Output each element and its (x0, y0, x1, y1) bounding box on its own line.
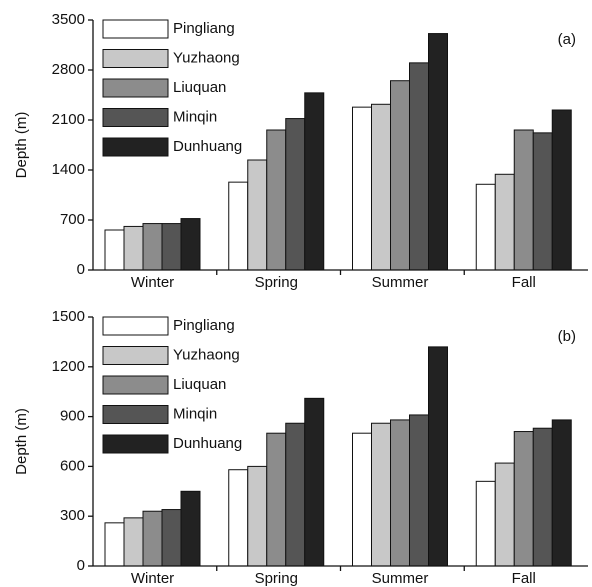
bar (475, 183, 496, 271)
y-tick-label: 2800 (52, 61, 85, 78)
bar (142, 223, 163, 271)
legend-swatch (102, 375, 169, 395)
y-tick-label: 700 (60, 211, 85, 228)
bar (180, 218, 201, 271)
bar (266, 432, 287, 567)
bar (352, 432, 372, 567)
legend-swatch (102, 137, 169, 157)
legend-swatch (102, 316, 169, 336)
x-tick-label: Spring (255, 274, 298, 291)
bar (123, 225, 144, 271)
bar (390, 419, 410, 567)
legend-swatch (102, 78, 169, 98)
legend-label: Pingliang (173, 20, 235, 37)
bar (371, 422, 391, 567)
x-tick-label: Winter (131, 570, 174, 587)
bar (551, 109, 572, 271)
legend-label: Dunhuang (173, 138, 242, 155)
bar (428, 346, 448, 567)
x-tick-label: Fall (512, 274, 536, 291)
bar (247, 159, 268, 271)
bar (513, 431, 534, 567)
x-tick-label: Winter (131, 274, 174, 291)
bar (304, 397, 325, 567)
x-tick-label: Fall (512, 570, 536, 587)
bar (409, 414, 429, 567)
bar (104, 229, 125, 271)
x-tick-label: Summer (372, 570, 429, 587)
bar (409, 62, 429, 271)
bar (532, 427, 553, 567)
bar (142, 510, 163, 567)
x-tick-label: Summer (372, 274, 429, 291)
legend-label: Liuquan (173, 376, 226, 393)
bar (266, 129, 287, 271)
bar (494, 462, 515, 567)
y-tick-label: 300 (60, 507, 85, 524)
y-tick-label: 1200 (52, 358, 85, 375)
y-tick-label: 1400 (52, 161, 85, 178)
bar (390, 80, 410, 271)
legend-label: Yuzhaong (173, 346, 240, 363)
y-tick-label: 0 (77, 261, 85, 278)
panel-label: (a) (558, 31, 576, 48)
bar (428, 33, 448, 271)
bar (513, 129, 534, 271)
bar (551, 419, 572, 567)
bar (352, 106, 372, 271)
bar (475, 480, 496, 567)
y-tick-label: 2100 (52, 111, 85, 128)
legend-swatch (102, 434, 169, 454)
y-tick-label: 900 (60, 408, 85, 425)
y-axis-label: Depth (m) (13, 408, 30, 475)
legend-label: Pingliang (173, 317, 235, 334)
legend-swatch (102, 19, 169, 39)
legend-swatch (102, 346, 169, 365)
bar (371, 103, 391, 271)
legend-label: Minqin (173, 108, 217, 125)
y-axis-label: Depth (m) (13, 112, 30, 179)
y-tick-label: 600 (60, 457, 85, 474)
bar (161, 509, 182, 567)
panel-label: (b) (558, 328, 576, 345)
bar (123, 517, 144, 567)
legend-swatch (102, 49, 169, 68)
legend-swatch (102, 405, 169, 424)
bar (247, 465, 268, 567)
y-tick-label: 1500 (52, 308, 85, 325)
y-tick-label: 0 (77, 557, 85, 574)
bar (161, 223, 182, 271)
legend-swatch (102, 108, 169, 127)
y-tick-label: 3500 (52, 11, 85, 28)
legend-label: Dunhuang (173, 435, 242, 452)
x-tick-label: Spring (255, 570, 298, 587)
bar (532, 132, 553, 271)
bar (304, 92, 325, 271)
bar (180, 490, 201, 567)
bar (228, 181, 249, 271)
bar (228, 469, 249, 567)
legend-label: Yuzhaong (173, 49, 240, 66)
legend-label: Liuquan (173, 79, 226, 96)
bar (494, 173, 515, 271)
bar (104, 522, 125, 567)
legend-label: Minqin (173, 405, 217, 422)
bar (285, 422, 306, 567)
bar (285, 118, 306, 271)
